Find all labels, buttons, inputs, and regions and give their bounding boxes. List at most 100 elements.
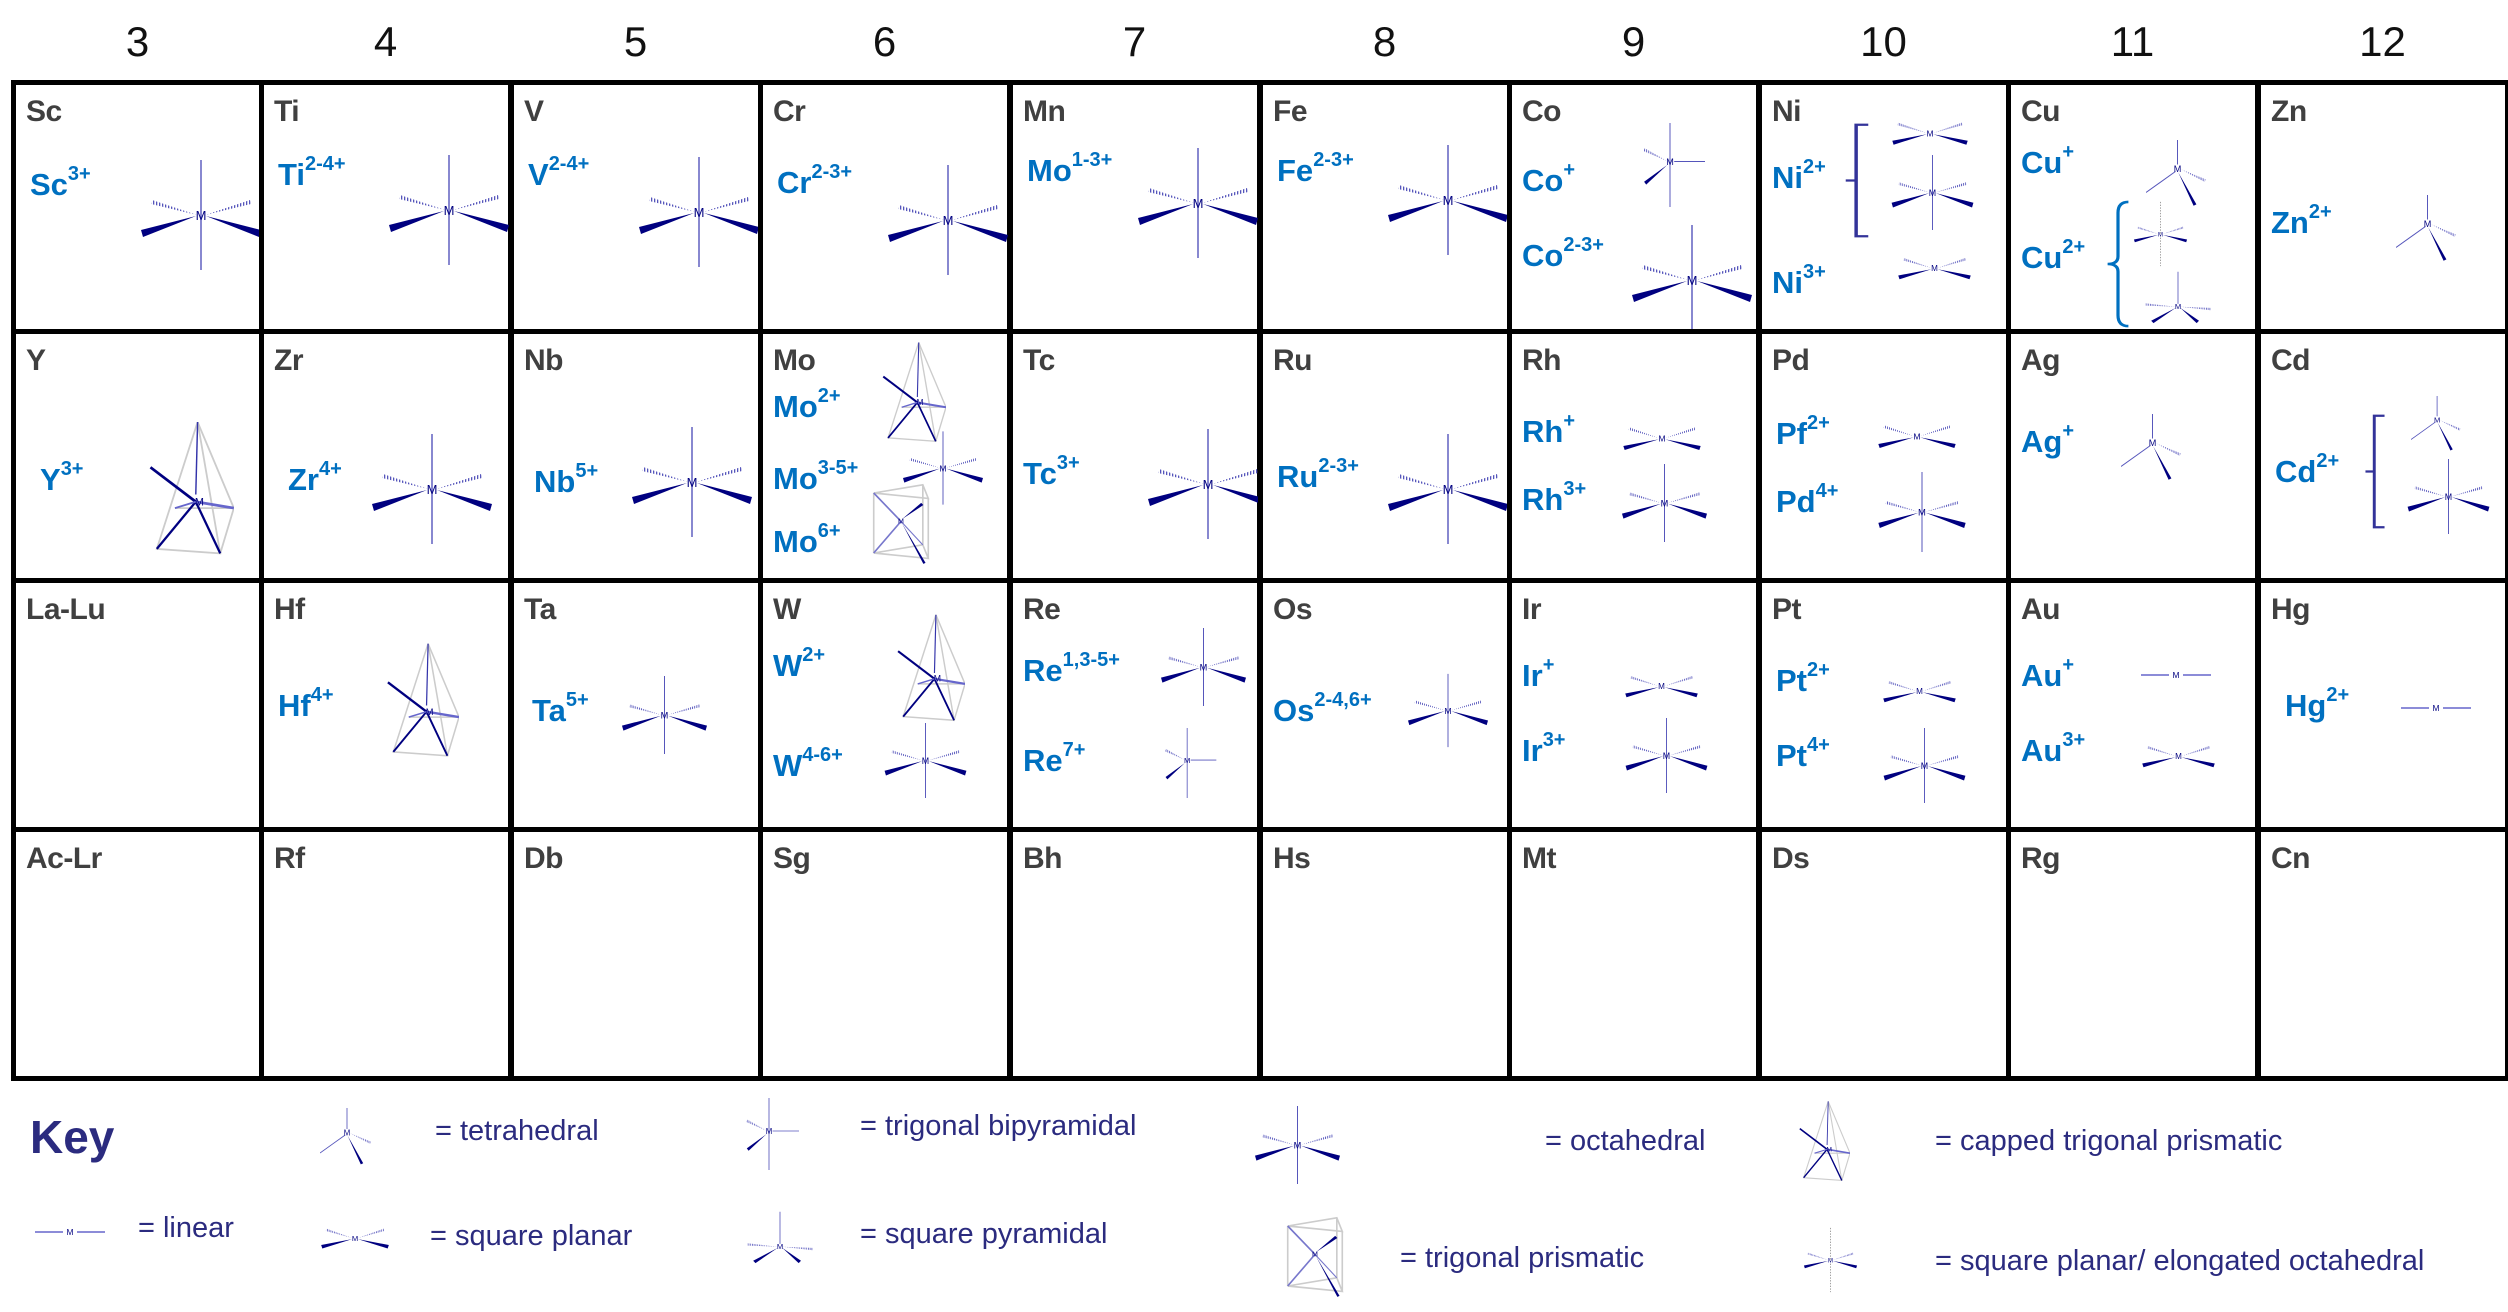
- oxidation-state-label: Cr2-3+: [777, 161, 852, 201]
- oxidation-state-label: Rh+: [1522, 410, 1575, 450]
- element-symbol: Ac-Lr: [26, 842, 102, 875]
- ion-base: Pt: [1776, 738, 1807, 773]
- octahedral-geometry-icon: [1138, 148, 1258, 258]
- oxidation-state-label: Cd2+: [2275, 450, 2339, 490]
- element-cell-sc: Sc Sc3+: [11, 80, 265, 334]
- group-number: 3: [125, 18, 150, 65]
- group-number: 10: [1860, 18, 1907, 65]
- key-title: Key: [30, 1111, 115, 1163]
- element-cell-rh: Rh Rh+ Rh3+: [1507, 329, 1761, 583]
- ion-charge: 4+: [1807, 734, 1830, 756]
- element-symbol: Y: [26, 344, 46, 377]
- ion-charge: 1,3-5+: [1062, 649, 1120, 671]
- ion-charge: 2-3+: [1318, 455, 1359, 477]
- octahedral-geometry-icon: [1388, 145, 1508, 255]
- ion-base: Ru: [1277, 459, 1319, 494]
- oxidation-state-label: Nb5+: [534, 460, 598, 500]
- capped-trigonal-prismatic-icon: [134, 422, 234, 567]
- element-cell-sg: Sg: [758, 827, 1012, 1081]
- element-cell-co: Co Co+ Co2-3+: [1507, 80, 1761, 334]
- ion-charge: 5+: [575, 460, 599, 482]
- square-planar-geometry-icon: [1882, 678, 1957, 704]
- octahedral-geometry-icon: [1161, 628, 1246, 706]
- oxidation-state-label: Ag+: [2021, 420, 2074, 460]
- octahedral-geometry-icon: [1388, 434, 1508, 544]
- key-label: = capped trigonal prismatic: [1935, 1125, 2283, 1157]
- ion-charge: 2-3+: [1563, 234, 1604, 256]
- element-symbol: Rh: [1522, 344, 1562, 377]
- ion-base: Au: [2021, 658, 2063, 693]
- element-cell-db: Db: [509, 827, 763, 1081]
- oxidation-state-label: Tc3+: [1023, 452, 1080, 492]
- group-number: 9: [1621, 18, 1646, 65]
- ion-base: Pt: [1776, 663, 1807, 698]
- element-symbol: W: [773, 593, 801, 626]
- key-label: = trigonal prismatic: [1400, 1242, 1645, 1274]
- trigonal-prismatic-icon: [1285, 1215, 1345, 1297]
- octahedral-geometry-icon: [1632, 225, 1752, 335]
- element-symbol: Hf: [274, 593, 305, 626]
- element-symbol: Mt: [1522, 842, 1556, 875]
- octahedral-geometry-icon: [622, 676, 707, 754]
- ion-charge: 2-4+: [548, 153, 590, 175]
- ion-charge: 3+: [67, 163, 91, 185]
- oxidation-state-label: Re7+: [1023, 739, 1085, 779]
- bracket-icon: [2364, 414, 2386, 529]
- element-cell-ag: Ag Ag+: [2006, 329, 2260, 583]
- element-symbol: Ta: [524, 593, 556, 626]
- oxidation-state-label: V2-4+: [528, 153, 589, 193]
- ion-base: Cu: [2021, 145, 2063, 180]
- oxidation-state-label: Mo1-3+: [1027, 149, 1112, 189]
- oxidation-state-label: Co2-3+: [1522, 234, 1604, 274]
- element-cell-rg: Rg: [2006, 827, 2260, 1081]
- octahedral-geometry-icon: [888, 165, 1008, 275]
- element-symbol: La-Lu: [26, 593, 106, 626]
- ion-base: Zr: [288, 462, 319, 497]
- linear-geometry-icon: [2401, 701, 2471, 715]
- element-symbol: Mo: [773, 344, 816, 377]
- ion-charge: 7+: [1062, 739, 1086, 761]
- ion-charge: 2-3+: [1313, 149, 1354, 171]
- ion-base: Pd: [1776, 484, 1816, 519]
- octahedral-geometry-icon: [1882, 728, 1967, 803]
- square-pyramidal-geometry-icon: [2143, 270, 2213, 326]
- oxidation-state-label: Mo6+: [773, 520, 841, 560]
- element-symbol: Pt: [1772, 593, 1802, 626]
- ion-base: Cu: [2021, 240, 2063, 275]
- oxidation-state-label: Pt2+: [1776, 659, 1830, 699]
- element-cell-cu: Cu Cu+ Cu2+: [2006, 80, 2260, 334]
- group-number: 11: [2110, 18, 2155, 65]
- ion-base: Os: [1273, 693, 1315, 728]
- key-label: = square pyramidal: [860, 1218, 1108, 1250]
- key-label: = tetrahedral: [435, 1115, 599, 1147]
- ion-charge: +: [1563, 159, 1576, 181]
- ion-charge: 3+: [1563, 478, 1587, 500]
- ion-base: Hf: [278, 688, 311, 723]
- element-cell-ta: Ta Ta5+: [509, 578, 763, 832]
- element-cell-pt: Pt Pt2+ Pt4+: [1757, 578, 2011, 832]
- ion-charge: 2+: [2308, 201, 2332, 223]
- element-symbol: Cd: [2271, 344, 2311, 377]
- element-symbol: Re: [1023, 593, 1061, 626]
- group-number: 6: [872, 18, 897, 65]
- oxidation-state-label: Hg2+: [2285, 684, 2349, 724]
- ion-base: Ir: [1522, 658, 1543, 693]
- octahedral-icon: [1255, 1105, 1340, 1185]
- oxidation-state-label: Re1,3-5+: [1023, 649, 1120, 689]
- element-cell-pd: Pd Pf2+ Pd4+: [1757, 329, 2011, 583]
- element-symbol: Ir: [1522, 593, 1542, 626]
- key-label: = octahedral: [1545, 1125, 1706, 1157]
- element-symbol: Cu: [2021, 95, 2061, 128]
- element-symbol: Cr: [773, 95, 806, 128]
- oxidation-state-label: Pd4+: [1776, 480, 1838, 520]
- ion-charge: 2-4,6+: [1314, 689, 1372, 711]
- square-planar-elongated-octahedral-icon: [1803, 1215, 1858, 1305]
- ion-charge: 3+: [60, 458, 84, 480]
- ion-base: V: [528, 157, 549, 192]
- element-cell-au: Au Au+ Au3+: [2006, 578, 2260, 832]
- element-symbol: Cn: [2271, 842, 2311, 875]
- square-planar-icon: [320, 1225, 390, 1251]
- element-cell-mn: Mn Mo1-3+: [1008, 80, 1262, 334]
- element-cell-fe: Fe Fe2-3+: [1258, 80, 1512, 334]
- element-symbol: Ds: [1772, 842, 1810, 875]
